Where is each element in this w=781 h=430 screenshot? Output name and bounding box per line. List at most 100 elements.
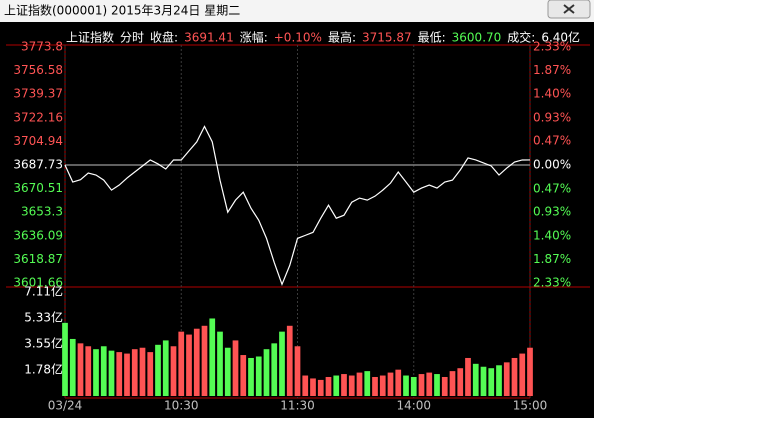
volume-bar [310, 378, 316, 396]
x-tick-label: 11:30 [280, 399, 315, 413]
volume-tick-label: 5.33亿 [24, 310, 63, 325]
info-text: 最低: [418, 31, 446, 45]
volume-bar [170, 346, 177, 396]
y2-tick-label: 1.87% [533, 63, 571, 77]
price-line [64, 125, 531, 286]
volume-bar [426, 372, 433, 396]
info-text: 3715.87 [362, 31, 412, 45]
info-text: 3600.70 [452, 31, 502, 45]
y2-tick-label: 2.33% [533, 40, 571, 54]
y-tick-label: 3670.51 [13, 181, 63, 195]
y-tick-label: 3636.09 [13, 228, 63, 242]
volume-bar [403, 375, 409, 396]
volume-bar [217, 331, 223, 396]
volume-bar [348, 375, 355, 396]
y2-tick-label: 0.00% [533, 158, 571, 172]
volume-bar [341, 374, 347, 396]
volume-bar [441, 376, 448, 396]
volume-bar [496, 365, 502, 396]
volume-bar [100, 346, 107, 396]
y-tick-label: 3601.66 [13, 276, 63, 290]
volume-bar [255, 356, 262, 396]
x-tick-label: 15:00 [513, 399, 548, 413]
y-tick-label: 3618.87 [13, 252, 63, 266]
x-tick-label: 03/24 [48, 399, 83, 413]
volume-bar [457, 368, 464, 396]
volume-bar [69, 338, 76, 396]
volume-bar [93, 349, 99, 396]
info-text: 成交: [507, 30, 535, 45]
volume-bar [480, 366, 487, 396]
volume-bar [162, 340, 169, 396]
volume-bar [139, 347, 146, 396]
y2-tick-label: 0.93% [533, 205, 571, 219]
info-text: 3691.41 [184, 31, 234, 45]
y2-tick-label: 0.93% [533, 110, 571, 124]
volume-tick-label: 7.11亿 [24, 284, 63, 299]
info-text: 涨幅: [240, 30, 268, 45]
y-tick-label: 3704.94 [13, 134, 63, 148]
info-text: 最高: [328, 30, 356, 45]
volume-bar [186, 334, 192, 396]
y2-tick-label: 0.47% [533, 134, 571, 148]
y-tick-label: 3722.16 [13, 110, 63, 124]
volume-bar [527, 347, 533, 396]
volume-bar [519, 353, 526, 396]
x-tick-label: 10:30 [164, 399, 199, 413]
volume-bar [209, 318, 216, 396]
volume-bar [379, 375, 386, 396]
x-tick-label: 14:00 [396, 399, 431, 413]
volume-bar [232, 340, 239, 396]
info-text: 收盘: [150, 30, 178, 45]
volume-bar [364, 371, 371, 396]
volume-bar [271, 343, 278, 396]
volume-bar [62, 322, 68, 396]
y2-tick-label: 0.47% [533, 181, 571, 195]
volume-bar [224, 347, 231, 396]
volume-bar [193, 328, 200, 396]
y-tick-label: 3739.37 [13, 87, 63, 101]
info-text: 6.40亿 [541, 30, 580, 45]
volume-bar [317, 379, 324, 396]
y2-tick-label: 1.87% [533, 252, 571, 266]
volume-bar [325, 376, 332, 396]
y-tick-label: 3653.3 [21, 205, 63, 219]
y-tick-label: 3756.58 [13, 63, 63, 77]
volume-bar [124, 353, 130, 396]
volume-bar [472, 363, 479, 396]
y2-tick-label: 1.40% [533, 228, 571, 242]
volume-bar [418, 374, 425, 396]
volume-bar [178, 331, 185, 396]
volume-bar [286, 325, 293, 396]
volume-tick-label: 1.78亿 [24, 361, 63, 376]
volume-bar [240, 355, 247, 396]
volume-bar [248, 357, 254, 396]
volume-bar [294, 346, 301, 396]
y2-tick-label: 1.40% [533, 87, 571, 101]
volume-bar [116, 352, 123, 396]
volume-tick-label: 3.55亿 [24, 336, 63, 351]
y2-tick-label: 2.33% [533, 276, 571, 290]
volume-bar [85, 346, 92, 396]
volume-bar [155, 344, 161, 396]
info-text: 分时 [120, 31, 144, 45]
volume-bar [449, 371, 456, 396]
volume-bar [302, 375, 309, 396]
volume-bar [434, 374, 440, 396]
volume-bar [488, 368, 495, 396]
info-text: 上证指数 [66, 30, 114, 45]
volume-bar [356, 372, 363, 396]
volume-bar [279, 331, 285, 396]
volume-bar [333, 375, 340, 396]
title-bar [0, 0, 594, 22]
volume-bar [387, 372, 394, 396]
close-icon [563, 4, 575, 14]
volume-bar [511, 357, 518, 396]
volume-bar [410, 376, 417, 396]
y-tick-label: 3773.8 [21, 40, 63, 54]
volume-bar [263, 349, 270, 396]
window-title: 上证指数(000001) 2015年3月24日 星期二 [4, 3, 240, 18]
volume-bar [503, 362, 510, 396]
